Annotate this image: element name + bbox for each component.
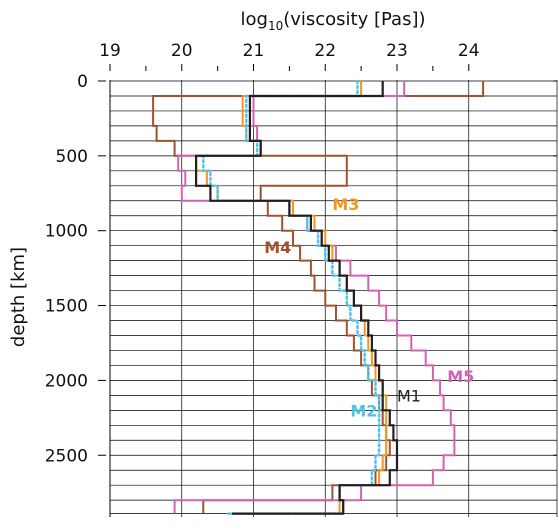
series-line-m2 [202, 79, 381, 515]
y-tick-label: 1500 [45, 297, 88, 317]
y-tick-label: 1000 [45, 222, 88, 242]
y-tick-label: 500 [56, 147, 88, 167]
series-label-m4: M4 [264, 238, 291, 257]
y-axis-title: depth [km] [8, 247, 29, 347]
series-label-m5: M5 [447, 367, 474, 386]
series-line-m4 [152, 81, 485, 514]
x-tick-label: 21 [243, 41, 265, 61]
series-line-m5 [173, 81, 456, 514]
y-tick-label: 2500 [45, 446, 88, 466]
axis-layer: 19 20 21 22 23 24 0 500 1000 1500 2000 2500 [45, 41, 557, 517]
grid-layer [109, 80, 558, 517]
label-layer: M1 M2 M3 M4 M5 [264, 195, 474, 421]
series-layer [152, 79, 485, 515]
y-tick-label: 2000 [45, 371, 88, 391]
x-axis-title: log10(viscosity [Pas]) [240, 9, 425, 33]
x-tick-label: 23 [386, 41, 408, 61]
series-line-m3 [195, 81, 388, 515]
x-tick-label: 24 [458, 41, 480, 61]
x-tick-label: 20 [171, 41, 193, 61]
y-tick-label: 0 [77, 72, 88, 92]
series-label-m3: M3 [332, 195, 359, 214]
x-title-prefix: log [240, 9, 267, 30]
x-title-subscript: 10 [268, 19, 283, 33]
x-title-suffix: (viscosity [Pas]) [283, 9, 425, 30]
series-label-m2: M2 [350, 401, 377, 420]
x-tick-label: 22 [314, 41, 336, 61]
series-label-m1: M1 [397, 386, 421, 405]
series-line-m1 [195, 81, 399, 515]
x-tick-label: 19 [99, 41, 121, 61]
